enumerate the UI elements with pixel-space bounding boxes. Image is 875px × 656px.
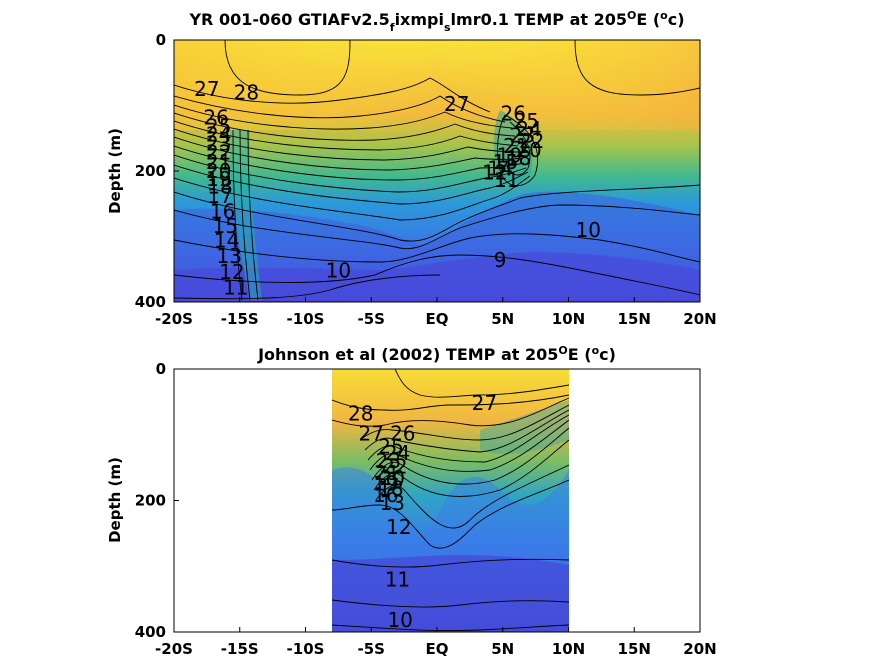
x-tick-label: -20S [155,310,193,328]
contour-label: 17 [207,184,232,208]
y-tick-label: 0 [156,360,166,378]
x-tick-label: -5S [358,640,385,656]
x-tick-label: 20N [683,310,716,328]
contour-label: 27 [444,92,469,116]
x-tick-label: -5S [358,310,385,328]
x-tick-label: -15S [221,310,259,328]
contour-label: 23 [510,124,535,148]
contour-label: 26 [203,105,228,129]
contour-label: 15 [213,214,238,238]
chart-title-top: YR 001-060 GTIAFv2.5fixmpislmr0.1 TEMP a… [188,9,684,34]
y-tick-label: 0 [156,31,166,49]
contour-label: 16 [210,200,235,224]
contour-label: 11 [385,567,410,591]
contour-label: 28 [348,402,373,426]
contour-label: 12 [386,515,411,539]
contour-label: 12 [482,160,507,184]
y-tick-label: 200 [135,492,166,510]
contour-label: 26 [501,101,526,125]
x-tick-label: -10S [287,310,325,328]
x-tick-label: EQ [426,640,449,656]
panel-bottom: Johnson et al (2002) TEMP at 205OE (oc) [106,344,717,656]
contour-label: 10 [326,259,351,283]
contour-label: 16 [373,483,398,507]
contour-label: 10 [575,218,600,242]
contour-label: 28 [234,80,259,104]
contour-label: 20 [516,138,541,162]
contour-label: 23 [206,131,231,155]
contour-label: 9 [494,248,507,272]
contour-label: 25 [378,435,403,459]
x-tick-label: -10S [287,640,325,656]
contour-label: 18 [378,477,403,501]
contour-label: 13 [217,244,242,268]
contour-label: 13 [380,491,405,515]
contour-label: 21 [374,461,399,485]
contour-label: 25 [206,114,231,138]
y-tick-label: 200 [135,162,166,180]
y-tick-label: 400 [135,293,166,311]
contour-label: 21 [206,150,231,174]
contour-label: 24 [206,122,231,146]
contour-lines-bottom [332,369,569,631]
y-axis-top: 0 200 400 [135,31,179,311]
contour-label: 11 [223,276,248,300]
temperature-field-top [174,40,700,302]
y-axis-label-bottom: Depth (m) [106,457,124,543]
contour-label: 23 [376,449,401,473]
y-tick-label: 400 [135,623,166,641]
chart-title-bottom: Johnson et al (2002) TEMP at 205OE (oc) [257,344,616,364]
y-axis-bottom: 0 200 400 [135,360,179,641]
x-tick-label: 15N [618,310,651,328]
contour-label: 22 [382,454,407,478]
contour-label: 26 [390,421,415,445]
contour-label: 24 [516,117,541,141]
contour-label: 12 [219,260,244,284]
contour-label: 15 [493,150,518,174]
contour-label: 21 [503,134,528,158]
x-tick-label: -20S [155,640,193,656]
x-tick-label: 5N [491,640,514,656]
x-tick-label: 5N [491,310,514,328]
contour-label: 14 [214,228,239,252]
contour-label: 14 [487,156,512,180]
contour-label: 10 [387,608,412,632]
x-tick-label: 20N [683,640,716,656]
contour-label: 19 [373,471,398,495]
x-tick-label: 15N [618,640,651,656]
contour-label: 20 [380,466,405,490]
contour-label: 27 [194,77,219,101]
x-tick-label: 10N [552,310,585,328]
contour-label: 19 [497,143,522,167]
contour-label: 25 [514,109,539,133]
contour-label: 27 [472,391,497,415]
contour-label: 18 [207,175,232,199]
x-axis-bottom: -20S -15S -10S -5S EQ 5N 10N 15N 20N [155,627,717,656]
x-tick-label: -15S [221,640,259,656]
contour-label: 11 [494,168,519,192]
panel-top: YR 001-060 GTIAFv2.5fixmpislmr0.1 TEMP a… [106,9,717,328]
contour-label: 20 [206,159,231,183]
temperature-field-bottom [332,369,569,632]
contour-label: 18 [506,146,531,170]
x-tick-label: 10N [552,640,585,656]
contour-label: 27 [359,421,384,445]
contour-labels-top: 27 28262524232221201918171615141312111027… [194,77,601,299]
contour-label: 22 [519,129,544,153]
contour-label: 24 [385,441,410,465]
contour-label: 19 [206,167,231,191]
contour-lines-top [174,40,700,301]
contour-label: 22 [206,141,231,165]
y-axis-label-top: Depth (m) [106,128,124,214]
x-axis-top: -20S -15S -10S -5S EQ 5N 10N 15N 20N [155,297,717,328]
x-tick-label: EQ [426,310,449,328]
